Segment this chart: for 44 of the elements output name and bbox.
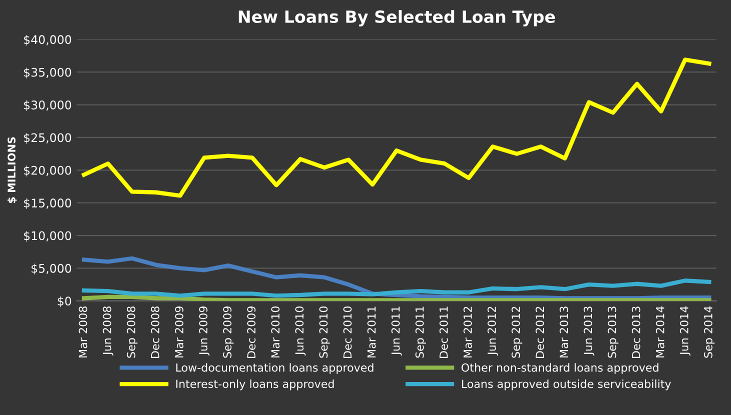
line-series bbox=[82, 58, 712, 198]
chart-title: New Loans By Selected Loan Type bbox=[238, 10, 555, 26]
legend-label: Other non-standard loans approved bbox=[462, 363, 658, 374]
y-tick-label: $15,000 bbox=[24, 198, 72, 210]
x-tick-label: Mar 2013 bbox=[560, 306, 568, 358]
x-tick-label: Sep 2011 bbox=[415, 306, 426, 358]
x-tick-label: Jun 2011 bbox=[391, 306, 402, 356]
y-tick-label: $30,000 bbox=[24, 100, 72, 112]
y-tick-label: $25,000 bbox=[24, 132, 72, 144]
legend-label: Low-documentation loans approved bbox=[176, 363, 374, 374]
x-tick-label: Mar 2010 bbox=[271, 306, 280, 358]
x-tick-label: Jun 2014 bbox=[680, 306, 690, 356]
x-tick-label: Dec 2013 bbox=[632, 306, 640, 358]
y-tick-label: $5,000 bbox=[32, 264, 72, 274]
y-tick-label: $35,000 bbox=[24, 68, 72, 78]
x-tick-label: Sep 2010 bbox=[319, 306, 330, 358]
x-tick-label: Mar 2009 bbox=[174, 306, 184, 358]
x-tick-label: Jun 2008 bbox=[102, 306, 114, 356]
x-tick-label: Sep 2009 bbox=[223, 306, 234, 358]
x-tick-label: Sep 2014 bbox=[704, 306, 715, 358]
x-tick-label: Sep 2008 bbox=[126, 306, 138, 358]
x-tick-label: Jun 2010 bbox=[295, 306, 306, 356]
y-tick-label: $10,000 bbox=[24, 231, 72, 242]
x-tick-label: Sep 2013 bbox=[608, 306, 618, 358]
y-tick-label: $40,000 bbox=[24, 34, 72, 46]
x-tick-label: Dec 2008 bbox=[150, 306, 160, 358]
x-tick-label: Mar 2008 bbox=[78, 306, 88, 358]
x-tick-label: Jun 2009 bbox=[199, 306, 210, 356]
line-series bbox=[82, 278, 712, 298]
y-tick-label: $0 bbox=[58, 296, 72, 308]
x-tick-label: Mar 2014 bbox=[656, 306, 664, 358]
y-axis-title: $ MILLIONS bbox=[7, 137, 17, 204]
x-tick-label: Mar 2011 bbox=[367, 306, 376, 358]
x-tick-label: Dec 2010 bbox=[343, 306, 352, 358]
y-tick-label: $20,000 bbox=[24, 166, 72, 176]
x-tick-label: Jun 2012 bbox=[488, 306, 498, 356]
x-tick-label: Dec 2012 bbox=[536, 306, 544, 358]
x-tick-label: Mar 2012 bbox=[464, 306, 472, 358]
x-tick-label: Dec 2011 bbox=[439, 306, 448, 358]
legend-label: Loans approved outside serviceability bbox=[462, 379, 671, 390]
x-tick-label: Jun 2013 bbox=[584, 306, 594, 356]
x-tick-label: Sep 2012 bbox=[512, 306, 522, 358]
x-tick-label: Dec 2009 bbox=[247, 306, 256, 358]
legend-label: Interest-only loans approved bbox=[176, 379, 334, 390]
